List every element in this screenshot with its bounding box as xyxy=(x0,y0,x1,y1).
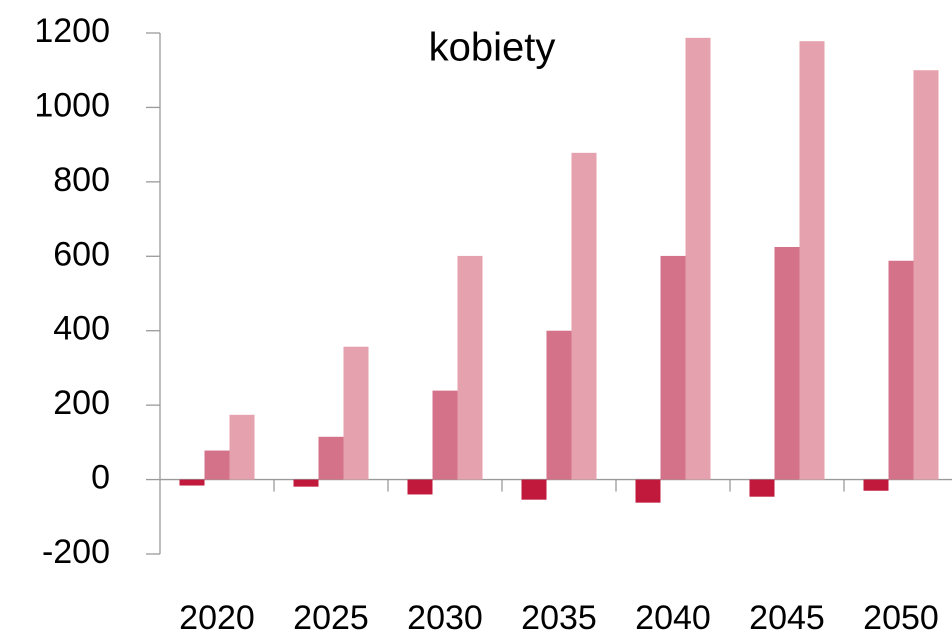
bar xyxy=(546,330,572,480)
chart-title: kobiety xyxy=(429,26,556,70)
x-tick-label: 2030 xyxy=(407,599,483,637)
bar xyxy=(407,479,433,495)
bar xyxy=(432,390,458,480)
bar xyxy=(457,255,483,480)
y-tick-label: 600 xyxy=(53,235,110,273)
bar xyxy=(293,479,319,487)
x-tick-label: 2025 xyxy=(293,599,369,637)
bar xyxy=(913,70,939,480)
bar xyxy=(888,260,914,480)
bar xyxy=(229,414,255,480)
x-tick-label: 2040 xyxy=(635,599,711,637)
bar xyxy=(799,41,825,480)
y-tick-label: 0 xyxy=(91,459,110,497)
bar xyxy=(179,479,205,486)
bar xyxy=(774,246,800,480)
x-tick-label: 2045 xyxy=(749,599,825,637)
bar xyxy=(660,255,686,480)
y-tick-label: 400 xyxy=(53,310,110,348)
bar xyxy=(521,479,547,500)
bar xyxy=(204,450,230,480)
x-tick-label: 2020 xyxy=(179,599,255,637)
x-tick-label: 2050 xyxy=(863,599,939,637)
y-tick-label: 1200 xyxy=(34,12,110,50)
bar xyxy=(749,479,775,497)
y-tick-label: 800 xyxy=(53,161,110,199)
bar xyxy=(685,37,711,480)
y-tick-label: -200 xyxy=(42,533,110,571)
bar xyxy=(343,346,369,480)
bar xyxy=(863,479,889,491)
bar xyxy=(635,479,661,503)
y-tick-label: 200 xyxy=(53,384,110,422)
x-tick-label: 2035 xyxy=(521,599,597,637)
y-tick-label: 1000 xyxy=(34,86,110,124)
bar xyxy=(571,152,597,480)
bar xyxy=(318,436,344,480)
